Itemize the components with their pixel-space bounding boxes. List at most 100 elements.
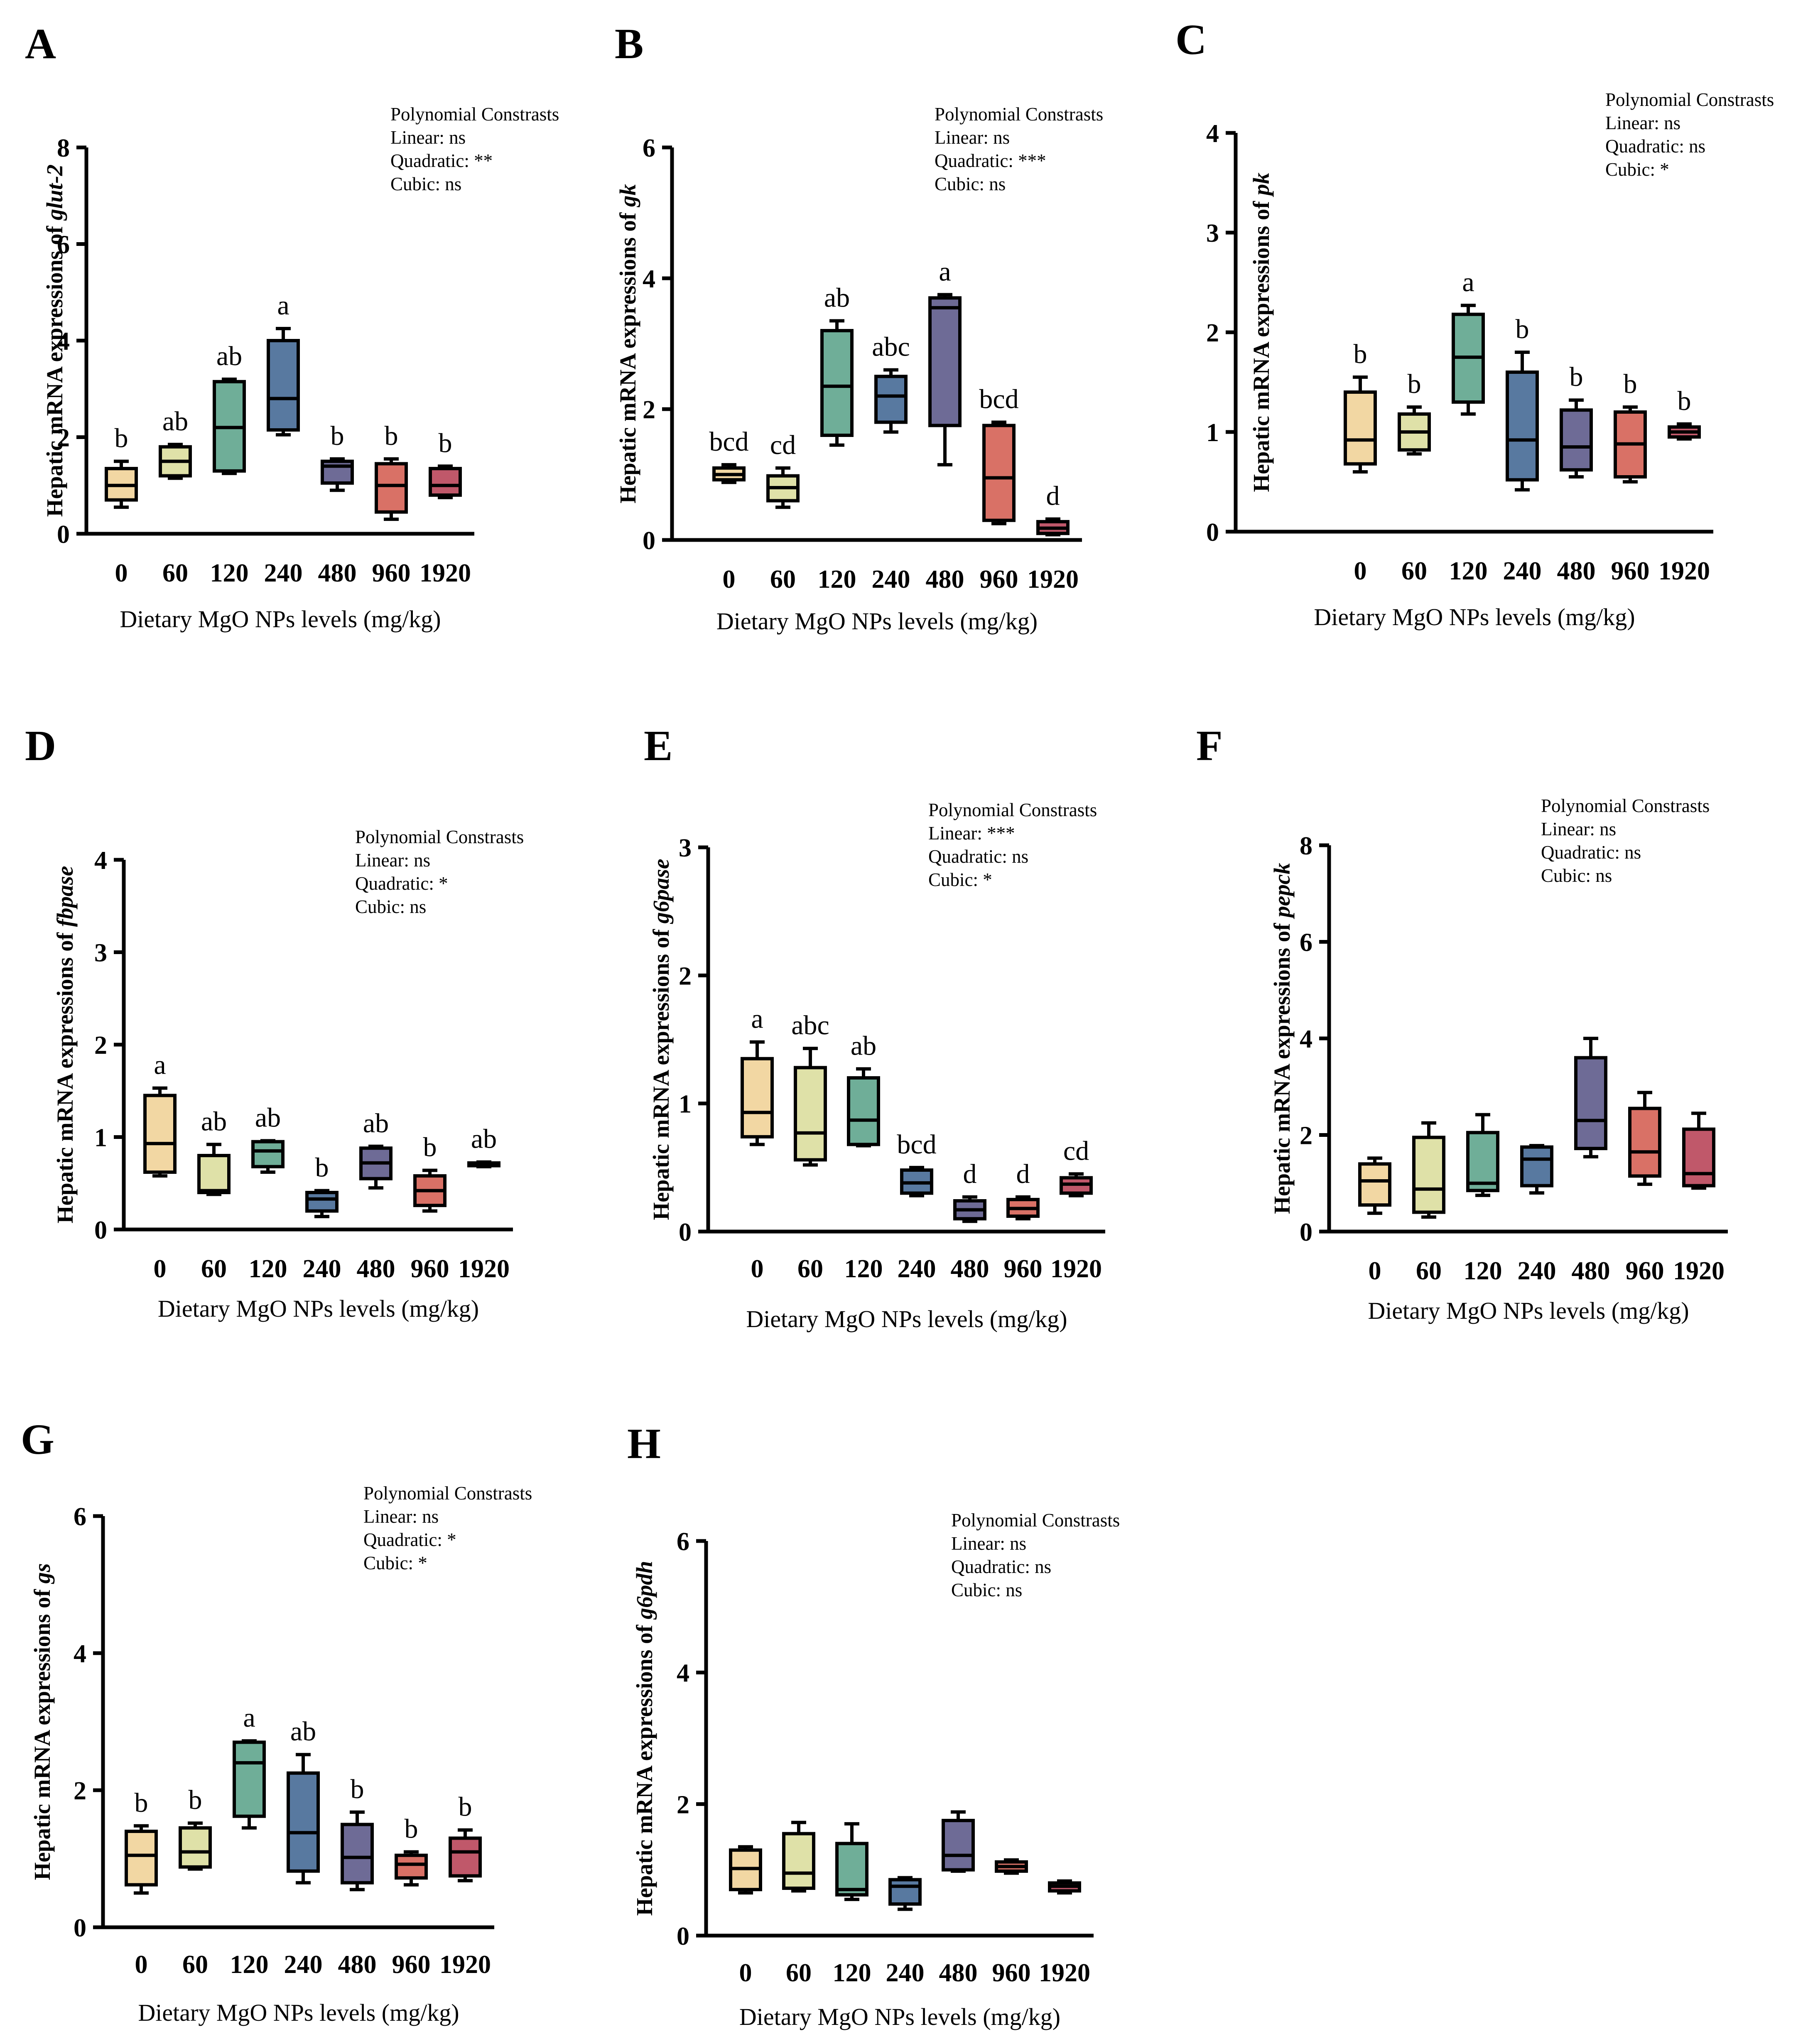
- iqr-box: [449, 1836, 482, 1878]
- iqr-box: [1574, 1056, 1607, 1151]
- contrast-line: Cubic: ns: [1541, 865, 1612, 886]
- significance-letter: a: [243, 1703, 255, 1733]
- iqr-box: [287, 1771, 320, 1873]
- x-tick-label: 60: [201, 1255, 227, 1283]
- contrast-line: Quadratic: ns: [928, 846, 1028, 867]
- x-tick-label: 480: [1572, 1257, 1610, 1285]
- significance-letter: b: [423, 1132, 437, 1163]
- box-480: a: [928, 256, 962, 466]
- x-tick-label: 480: [357, 1255, 395, 1283]
- significance-letter: b: [405, 1814, 418, 1844]
- panel-letter: F: [1196, 722, 1223, 770]
- box-60: [1412, 1121, 1445, 1219]
- iqr-box: [233, 1740, 266, 1818]
- contrast-line: Quadratic: **: [390, 150, 493, 171]
- x-tick-label: 1920: [458, 1255, 510, 1283]
- box-120: ab: [213, 341, 246, 475]
- box-1920: b: [449, 1792, 482, 1882]
- x-axis-title: Dietary MgO NPs levels (mg/kg): [746, 1305, 1067, 1332]
- x-tick-label: 960: [1004, 1255, 1043, 1283]
- x-tick-label: 960: [372, 559, 411, 587]
- y-tick-label: 2: [1300, 1122, 1312, 1150]
- panel-letter: H: [627, 1420, 661, 1467]
- iqr-box: [835, 1842, 868, 1897]
- y-tick-label: 4: [1300, 1025, 1312, 1053]
- contrast-line: Quadratic: ns: [1541, 842, 1641, 863]
- box-480: b: [321, 421, 354, 492]
- box-960: b: [1614, 369, 1647, 483]
- significance-letter: b: [385, 421, 398, 451]
- iqr-box: [782, 1832, 815, 1890]
- box-120: ab: [847, 1031, 880, 1148]
- significance-letter: b: [189, 1785, 202, 1815]
- box-240: bcd: [897, 1129, 937, 1197]
- significance-letter: d: [1046, 481, 1060, 511]
- iqr-box: [888, 1878, 922, 1906]
- significance-letter: b: [135, 1788, 148, 1818]
- y-tick-label: 4: [1206, 120, 1219, 148]
- y-tick-label: 2: [74, 1777, 86, 1805]
- box-480: b: [1560, 362, 1593, 478]
- panel-letter: A: [25, 20, 56, 68]
- iqr-box: [267, 339, 300, 432]
- y-tick-label: 1: [94, 1124, 107, 1152]
- box-480: b: [341, 1774, 374, 1892]
- x-tick-label: 0: [1369, 1257, 1381, 1285]
- box-960: b: [413, 1132, 446, 1213]
- box-60: ab: [159, 406, 192, 480]
- x-tick-label: 120: [818, 565, 856, 594]
- box-0: b: [105, 423, 138, 509]
- box-0: b: [1344, 339, 1377, 474]
- x-tick-label: 60: [786, 1959, 812, 1987]
- significance-letter: a: [277, 290, 289, 321]
- x-axis-title: Dietary MgO NPs levels (mg/kg): [739, 2003, 1060, 2030]
- y-tick-label: 0: [643, 527, 655, 555]
- x-tick-label: 1920: [1027, 565, 1079, 594]
- y-tick-label: 3: [94, 939, 107, 967]
- iqr-box: [305, 1191, 339, 1213]
- x-tick-label: 960: [992, 1959, 1031, 1987]
- x-axis-title: Dietary MgO NPs levels (mg/kg): [158, 1295, 479, 1322]
- contrast-line: Polynomial Constrasts: [390, 104, 559, 125]
- x-tick-label: 1920: [1050, 1255, 1102, 1283]
- iqr-box: [179, 1826, 212, 1869]
- box-60: b: [1398, 369, 1431, 456]
- iqr-box: [395, 1853, 428, 1880]
- significance-letter: ab: [201, 1106, 227, 1136]
- y-tick-label: 3: [1206, 219, 1219, 248]
- x-tick-label: 0: [115, 559, 128, 587]
- significance-letter: b: [439, 428, 452, 458]
- iqr-box: [982, 424, 1016, 522]
- y-tick-label: 2: [1206, 319, 1219, 347]
- box-480: [942, 1810, 975, 1873]
- y-axis-title: Hepatic mRNA expressions of fbpase: [52, 866, 78, 1224]
- x-tick-label: 60: [1401, 557, 1427, 585]
- y-axis-title: Hepatic mRNA expressions of gs: [29, 1563, 55, 1880]
- box-120: a: [1452, 267, 1485, 416]
- x-tick-label: 960: [1611, 557, 1650, 585]
- box-120: ab: [820, 282, 854, 447]
- box-1920: b: [429, 428, 462, 499]
- panel-h: H 0 2 4 6 Hepatic mRNA expressions of g6pdh 0 6…: [627, 1420, 1120, 2030]
- box-240: b: [1506, 314, 1539, 492]
- box-240: [1520, 1144, 1553, 1195]
- x-tick-label: 480: [1557, 557, 1596, 585]
- x-tick-label: 240: [898, 1255, 936, 1283]
- significance-letter: a: [939, 256, 951, 287]
- significance-letter: b: [315, 1153, 329, 1183]
- panel-d: D 0 1 2 3 4 Hepatic mRNA expressions of fbpase…: [25, 722, 524, 1322]
- x-tick-label: 60: [770, 565, 796, 594]
- panel-letter: G: [21, 1416, 54, 1463]
- x-tick-label: 1920: [1039, 1959, 1090, 1987]
- iqr-box: [1412, 1136, 1445, 1214]
- contrast-line: Linear: ns: [935, 127, 1010, 148]
- significance-letter: ab: [471, 1124, 497, 1154]
- contrast-line: Quadratic: *: [355, 873, 448, 894]
- contrast-line: Cubic: *: [1605, 159, 1669, 180]
- y-tick-label: 4: [74, 1640, 86, 1668]
- contrast-line: Linear: ***: [928, 823, 1015, 844]
- x-tick-label: 0: [1354, 557, 1367, 585]
- iqr-box: [1358, 1162, 1391, 1207]
- y-axis-title: Hepatic mRNA expressions of pepck: [1269, 863, 1295, 1214]
